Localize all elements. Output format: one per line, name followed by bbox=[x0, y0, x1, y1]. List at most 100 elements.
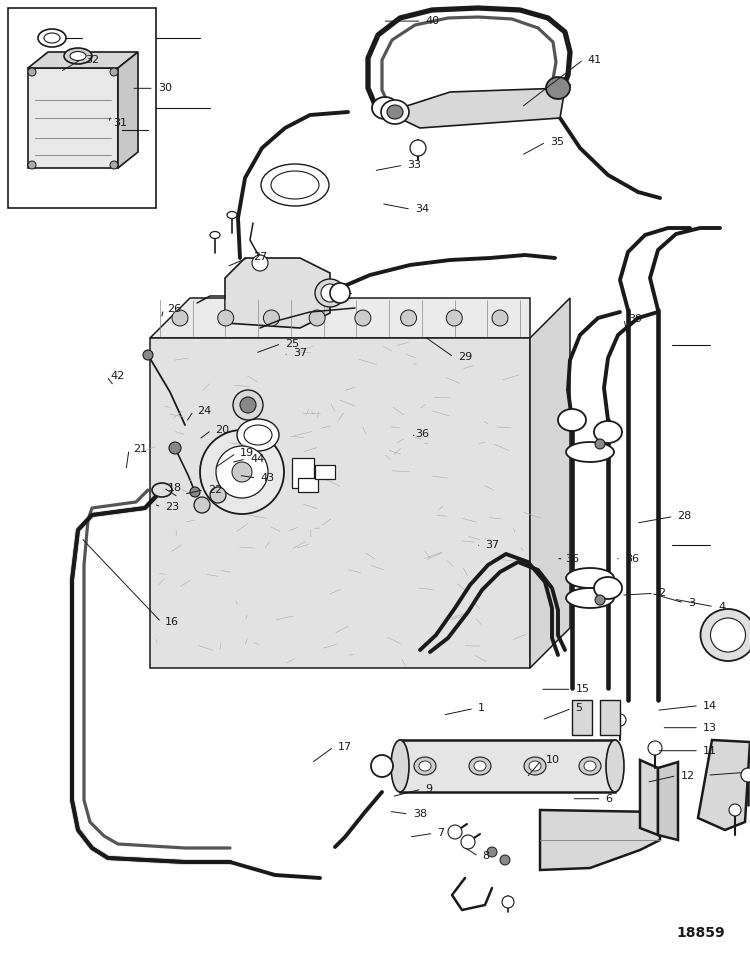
Ellipse shape bbox=[594, 421, 622, 443]
Ellipse shape bbox=[261, 164, 329, 206]
Ellipse shape bbox=[606, 740, 624, 792]
Text: 3: 3 bbox=[688, 598, 695, 608]
Text: 12: 12 bbox=[680, 771, 694, 780]
Circle shape bbox=[400, 310, 416, 326]
Circle shape bbox=[110, 161, 118, 169]
Circle shape bbox=[200, 430, 284, 514]
Ellipse shape bbox=[237, 419, 279, 451]
Text: 23: 23 bbox=[165, 502, 179, 512]
Circle shape bbox=[252, 255, 268, 271]
Text: 19: 19 bbox=[240, 448, 254, 458]
Text: 20: 20 bbox=[215, 425, 229, 435]
Circle shape bbox=[446, 310, 462, 326]
Bar bbox=[572, 700, 592, 735]
Text: 5: 5 bbox=[575, 704, 583, 713]
Text: 21: 21 bbox=[133, 444, 147, 454]
Ellipse shape bbox=[419, 761, 431, 771]
Ellipse shape bbox=[387, 105, 403, 119]
Circle shape bbox=[595, 439, 605, 449]
Text: 11: 11 bbox=[703, 746, 717, 756]
Ellipse shape bbox=[566, 568, 614, 588]
Circle shape bbox=[110, 68, 118, 76]
Ellipse shape bbox=[315, 279, 345, 307]
Circle shape bbox=[410, 140, 426, 156]
Text: 36: 36 bbox=[415, 429, 429, 439]
Text: 30: 30 bbox=[158, 84, 172, 93]
Polygon shape bbox=[28, 52, 138, 68]
Text: 31: 31 bbox=[112, 118, 127, 128]
Text: 9: 9 bbox=[425, 784, 433, 794]
Bar bbox=[292, 458, 314, 488]
Text: 43: 43 bbox=[260, 473, 274, 483]
Text: 18: 18 bbox=[167, 483, 182, 492]
Ellipse shape bbox=[330, 283, 350, 303]
Ellipse shape bbox=[594, 577, 622, 599]
Ellipse shape bbox=[371, 755, 393, 777]
Bar bbox=[400, 740, 615, 792]
Text: 42: 42 bbox=[110, 372, 125, 381]
Circle shape bbox=[169, 442, 181, 454]
Polygon shape bbox=[540, 810, 660, 870]
Polygon shape bbox=[150, 298, 530, 338]
Bar bbox=[600, 700, 620, 735]
Ellipse shape bbox=[469, 757, 491, 775]
Polygon shape bbox=[640, 760, 658, 835]
Bar bbox=[298, 478, 318, 492]
Ellipse shape bbox=[414, 757, 436, 775]
Polygon shape bbox=[150, 338, 530, 668]
Ellipse shape bbox=[381, 100, 409, 124]
Polygon shape bbox=[225, 258, 330, 328]
Ellipse shape bbox=[227, 211, 237, 219]
Text: 1: 1 bbox=[478, 704, 485, 713]
Bar bbox=[315, 465, 335, 479]
Circle shape bbox=[502, 896, 514, 908]
Circle shape bbox=[216, 446, 268, 498]
Text: 10: 10 bbox=[545, 756, 560, 765]
Ellipse shape bbox=[524, 757, 546, 775]
Polygon shape bbox=[698, 740, 750, 830]
Ellipse shape bbox=[244, 425, 272, 445]
Text: 16: 16 bbox=[165, 617, 179, 627]
Text: 24: 24 bbox=[197, 406, 211, 416]
Text: 37: 37 bbox=[485, 540, 500, 550]
Text: 33: 33 bbox=[407, 160, 422, 170]
Text: 37: 37 bbox=[292, 348, 307, 358]
Text: 22: 22 bbox=[208, 485, 222, 494]
Ellipse shape bbox=[566, 588, 614, 608]
Circle shape bbox=[448, 825, 462, 839]
Ellipse shape bbox=[240, 397, 256, 413]
Circle shape bbox=[648, 741, 662, 755]
Text: 40: 40 bbox=[425, 16, 439, 26]
Ellipse shape bbox=[38, 29, 66, 47]
Ellipse shape bbox=[546, 77, 570, 99]
Text: 6: 6 bbox=[605, 794, 613, 804]
Text: 41: 41 bbox=[587, 55, 602, 64]
Circle shape bbox=[28, 161, 36, 169]
Polygon shape bbox=[378, 88, 565, 128]
Ellipse shape bbox=[321, 284, 339, 302]
Ellipse shape bbox=[152, 483, 172, 497]
Polygon shape bbox=[28, 68, 118, 168]
Circle shape bbox=[729, 804, 741, 816]
Text: 38: 38 bbox=[413, 809, 427, 819]
Ellipse shape bbox=[579, 757, 601, 775]
Ellipse shape bbox=[64, 48, 92, 64]
Ellipse shape bbox=[70, 52, 86, 60]
Ellipse shape bbox=[566, 442, 614, 462]
Circle shape bbox=[614, 714, 626, 726]
Text: 44: 44 bbox=[250, 454, 264, 464]
Text: 35: 35 bbox=[550, 137, 564, 147]
Text: 15: 15 bbox=[575, 684, 590, 694]
Bar bbox=[8, 8, 156, 208]
Ellipse shape bbox=[474, 761, 486, 771]
Circle shape bbox=[190, 487, 200, 497]
Polygon shape bbox=[658, 762, 678, 840]
Circle shape bbox=[487, 847, 497, 857]
Text: 25: 25 bbox=[285, 339, 299, 348]
Circle shape bbox=[217, 310, 234, 326]
Ellipse shape bbox=[700, 609, 750, 661]
Circle shape bbox=[143, 350, 153, 360]
Text: 27: 27 bbox=[253, 252, 267, 262]
Text: 28: 28 bbox=[677, 512, 692, 521]
Text: 13: 13 bbox=[703, 723, 717, 732]
